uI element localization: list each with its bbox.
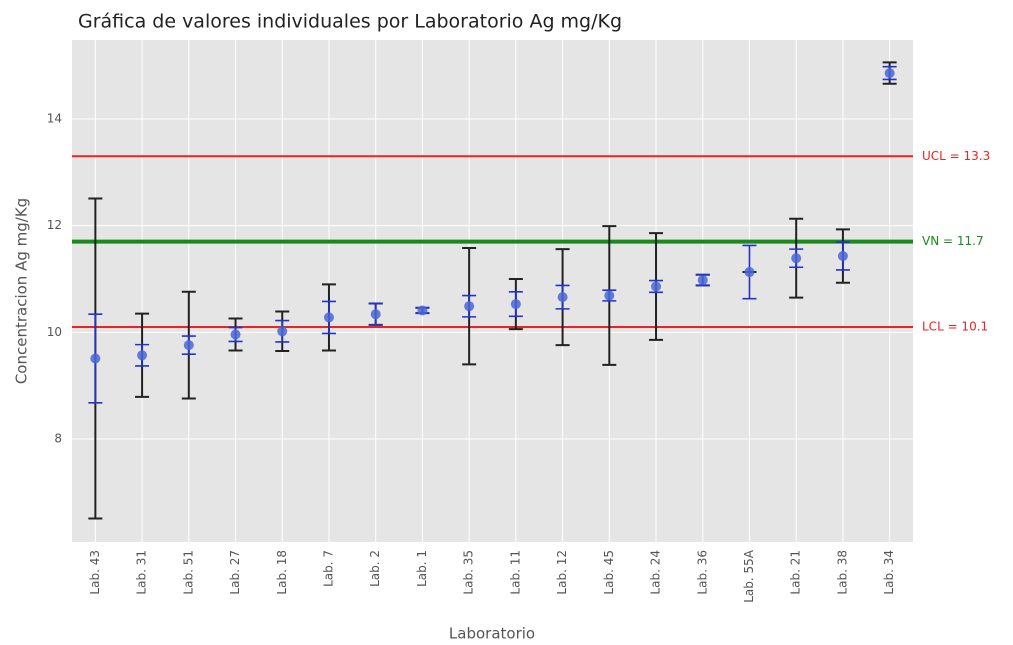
marker (651, 281, 662, 292)
x-tick-label: Lab. 24 (649, 550, 663, 595)
marker (557, 292, 568, 303)
y-tick-label: 10 (47, 325, 62, 339)
x-tick-label: Lab. 36 (695, 550, 709, 595)
x-tick-label: Lab. 12 (555, 550, 569, 595)
reference-label: LCL = 10.1 (922, 320, 988, 334)
x-tick-label: Lab. 27 (228, 550, 242, 595)
y-axis-label: Concentracion Ag mg/Kg (13, 198, 31, 384)
reference-label: UCL = 13.3 (922, 149, 990, 163)
plot-area (72, 40, 913, 542)
marker (277, 326, 288, 337)
x-tick-label: Lab. 21 (789, 550, 803, 595)
marker (183, 340, 194, 351)
x-tick-label: Lab. 1 (415, 550, 429, 587)
marker (744, 267, 755, 278)
marker (417, 305, 428, 316)
x-tick-label: Lab. 34 (882, 550, 896, 595)
x-tick-label: Lab. 11 (508, 550, 522, 595)
marker (604, 290, 615, 301)
marker (837, 251, 848, 262)
marker (510, 299, 521, 310)
x-tick-label: Lab. 7 (321, 550, 335, 587)
x-tick-label: Lab. 51 (181, 550, 195, 595)
marker (791, 253, 802, 264)
reference-label: VN = 11.7 (922, 234, 984, 248)
marker (90, 353, 101, 364)
x-tick-label: Lab. 45 (602, 550, 616, 595)
x-tick-label: Lab. 2 (368, 550, 382, 587)
marker (323, 312, 334, 323)
marker (370, 309, 381, 320)
chart-title: Gráfica de valores individuales por Labo… (78, 11, 622, 33)
x-tick-label: Lab. 31 (135, 550, 149, 595)
y-tick-label: 8 (54, 432, 62, 446)
y-tick-label: 12 (47, 218, 62, 232)
x-tick-label: Lab. 38 (835, 550, 849, 595)
y-tick-label: 14 (47, 111, 62, 125)
x-tick-label: Lab. 43 (88, 550, 102, 595)
marker (464, 301, 475, 312)
marker (884, 68, 895, 79)
x-tick-label: Lab. 55A (742, 549, 756, 603)
x-tick-label: Lab. 35 (462, 550, 476, 595)
x-tick-label: Lab. 18 (275, 550, 289, 595)
x-axis-label: Laboratorio (449, 625, 535, 643)
marker (697, 275, 708, 286)
marker (230, 329, 241, 340)
marker (137, 350, 148, 361)
